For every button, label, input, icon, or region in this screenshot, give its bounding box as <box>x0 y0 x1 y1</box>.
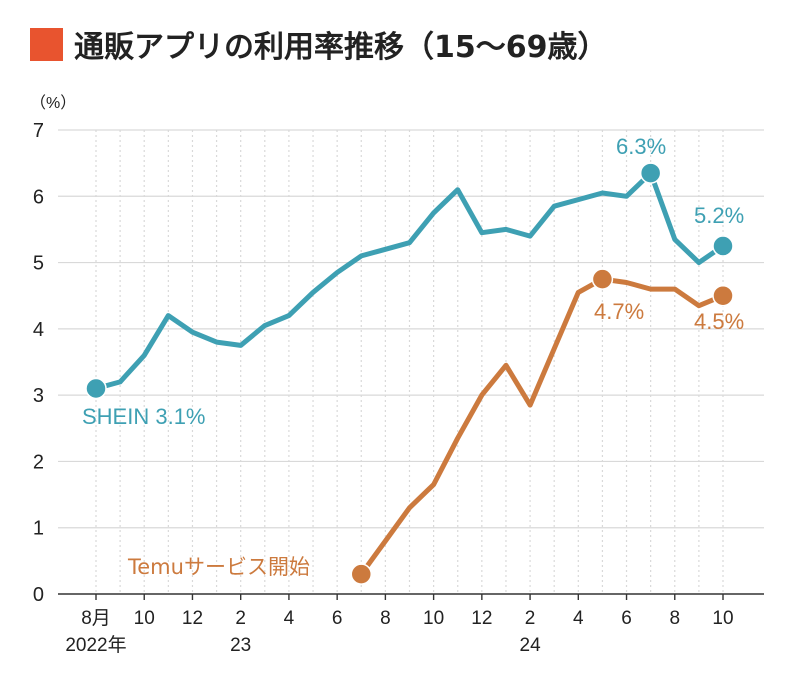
x-tick-label: 6 <box>621 608 632 629</box>
annotation-shein-peak: 6.3% <box>616 134 666 159</box>
x-tick-label: 8 <box>380 608 391 629</box>
annotation-shein-latest: 5.2% <box>694 203 744 228</box>
y-tick-label: 3 <box>33 385 44 407</box>
title-group: 通販アプリの利用率推移（15～69歳） <box>30 28 608 65</box>
x-tick-label: 12 <box>471 608 492 629</box>
x-tick-sublabel: 23 <box>230 635 251 656</box>
x-tick-label: 2 <box>525 608 536 629</box>
x-tick-label: 4 <box>573 608 584 629</box>
series-marker-shein <box>712 235 734 257</box>
series-marker-shein <box>85 377 107 400</box>
y-tick-label: 1 <box>33 518 44 540</box>
series-marker-temu <box>591 268 614 290</box>
x-tick-label: 10 <box>423 608 444 629</box>
grid <box>58 129 764 595</box>
y-tick-label: 5 <box>33 253 44 275</box>
y-tick-label: 4 <box>33 319 44 341</box>
y-unit-label: （%） <box>30 94 76 112</box>
x-tick-sublabel: 24 <box>520 635 542 656</box>
y-tick-label: 0 <box>33 584 44 606</box>
x-tick-label: 2 <box>235 608 246 629</box>
annotation-shein-start: SHEIN 3.1% <box>82 404 206 429</box>
x-tick-label: 12 <box>182 608 203 629</box>
chart-title: 通販アプリの利用率推移（15～69歳） <box>74 30 608 65</box>
y-tick-label: 6 <box>33 186 44 208</box>
annotation-temu-start: Temuサービス開始 <box>127 555 310 579</box>
series-marker-temu <box>712 284 734 307</box>
annotations: SHEIN 3.1% 6.3% 5.2% Temuサービス開始 4.7% 4.5… <box>82 134 744 579</box>
series-line-shein <box>93 170 726 391</box>
annotation-temu-latest: 4.5% <box>694 309 744 334</box>
x-tick-label: 6 <box>332 608 343 629</box>
x-tick-label: 8月 <box>81 608 111 629</box>
series <box>85 162 734 585</box>
series-marker-temu <box>350 563 373 585</box>
title-marker <box>30 28 63 61</box>
series-line-temu <box>358 276 726 577</box>
series-marker-shein <box>639 162 662 184</box>
annotation-temu-peak: 4.7% <box>594 299 644 324</box>
x-tick-label: 4 <box>284 608 295 629</box>
x-tick-sublabel: 2022年 <box>65 634 126 656</box>
x-tick-label: 8 <box>669 608 680 629</box>
y-tick-label: 2 <box>33 451 44 473</box>
x-tick-label: 10 <box>134 608 155 629</box>
x-tick-label: 10 <box>712 608 733 629</box>
y-tick-label: 7 <box>33 120 44 142</box>
